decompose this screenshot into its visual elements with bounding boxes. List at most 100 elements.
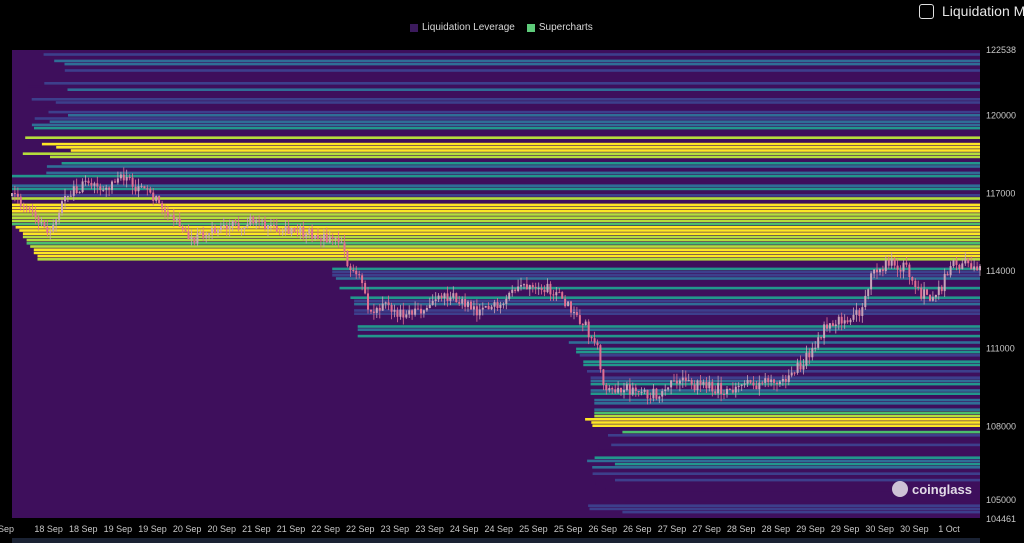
heatmap-band <box>588 450 980 453</box>
heatmap-band <box>64 69 981 72</box>
heatmap-band <box>30 245 980 248</box>
heatmap-band <box>576 350 980 354</box>
candle-body <box>840 316 843 324</box>
candle-body <box>623 390 625 393</box>
candle-body <box>13 193 16 195</box>
candle-body <box>505 298 508 304</box>
heatmap-band <box>12 197 980 200</box>
candle-body <box>581 323 584 325</box>
x-tick-label: 25 Sep <box>554 524 583 534</box>
heatmap-bands <box>12 53 981 514</box>
candle-body <box>25 207 28 209</box>
candle-body <box>164 208 166 212</box>
x-tick-label: 24 Sep <box>485 524 514 534</box>
candle-body <box>317 235 319 239</box>
candle-body <box>784 379 787 382</box>
heatmap-band <box>50 155 980 159</box>
heatmap-band <box>15 226 981 229</box>
heatmap-band <box>594 402 980 405</box>
candle-body <box>876 269 878 273</box>
candle-body <box>534 287 537 289</box>
candle-body <box>58 212 61 220</box>
candle-body <box>267 225 269 229</box>
candle-body <box>208 233 211 236</box>
legend-item-liquidation-leverage[interactable]: Liquidation Leverage <box>410 22 515 33</box>
candle-body <box>696 380 699 391</box>
x-tick-label: 28 Sep <box>727 524 756 534</box>
candle-body <box>431 300 434 305</box>
x-tick-label: 23 Sep <box>381 524 410 534</box>
heatmap-band <box>583 363 980 367</box>
candle-body <box>764 378 767 383</box>
candle-body <box>946 273 949 276</box>
candle-body <box>758 382 761 390</box>
candle-body <box>72 186 75 196</box>
candle-body <box>496 302 499 308</box>
heatmap-band <box>354 299 981 303</box>
candle-body <box>405 314 408 318</box>
checkbox-icon[interactable] <box>919 3 934 19</box>
liquidation-map-toggle[interactable]: Liquidation Ma <box>919 3 1024 19</box>
heatmap-band <box>48 110 980 114</box>
candle-body <box>670 380 673 388</box>
candle-body <box>740 384 743 386</box>
heatmap-band <box>357 322 980 325</box>
candle-body <box>464 299 467 307</box>
candle-body <box>434 299 437 301</box>
x-tick-label: 21 Sep <box>242 524 271 534</box>
x-tick-label: 23 Sep <box>415 524 444 534</box>
x-tick-label: 22 Sep <box>346 524 375 534</box>
candle-body <box>161 203 164 209</box>
candle-body <box>831 323 834 326</box>
candle-body <box>937 286 940 295</box>
legend-item-supercharts[interactable]: Supercharts <box>526 22 593 33</box>
candle-body <box>802 365 805 370</box>
heatmap-band <box>12 213 980 216</box>
candle-body <box>637 391 640 392</box>
candle-body <box>43 222 46 228</box>
x-axis: 17 Sep 18 Sep 18 Sep 19 Sep 19 Sep 20 Sep 20 S… <box>0 524 960 534</box>
candle-body <box>511 289 514 293</box>
heatmap-band <box>583 360 980 363</box>
heatmap-band <box>26 242 981 245</box>
heatmap-band <box>592 472 980 475</box>
heatmap-band <box>12 194 980 197</box>
candle-body <box>325 233 328 243</box>
candle-body <box>81 181 84 193</box>
candle-body <box>149 188 152 193</box>
candle-body <box>181 226 184 230</box>
candle-body <box>678 380 681 384</box>
heatmap-band <box>44 82 981 85</box>
candle-body <box>75 186 78 193</box>
candle-body <box>914 280 917 287</box>
candle-body <box>675 380 678 384</box>
heatmap-band <box>54 66 980 69</box>
candle-body <box>770 379 773 383</box>
candle-body <box>11 193 13 196</box>
candle-body <box>16 193 19 197</box>
candle-body <box>737 385 740 387</box>
candle-body <box>237 223 240 229</box>
heatmap-band <box>46 171 981 175</box>
candle-body <box>437 295 440 300</box>
candle-body <box>979 266 981 271</box>
candle-body <box>408 310 411 315</box>
heatmap-band <box>12 187 980 191</box>
candle-body <box>125 177 128 181</box>
x-tick-label: 18 Sep <box>34 524 63 534</box>
candle-body <box>587 321 590 338</box>
candle-body <box>590 337 593 339</box>
candle-body <box>375 307 378 313</box>
candle-body <box>69 195 72 197</box>
candle-body <box>61 201 63 213</box>
candle-body <box>114 181 116 183</box>
heatmap-band <box>12 203 980 207</box>
legend-label: Liquidation Leverage <box>422 22 515 33</box>
heatmap-band <box>41 142 980 146</box>
candle-body <box>349 266 352 270</box>
candle-body <box>355 270 358 275</box>
y-tick-label: 122538 <box>986 45 1016 55</box>
heatmap-band <box>49 120 980 123</box>
candle-body <box>531 285 534 288</box>
timeline-scrollbar[interactable] <box>12 538 980 543</box>
